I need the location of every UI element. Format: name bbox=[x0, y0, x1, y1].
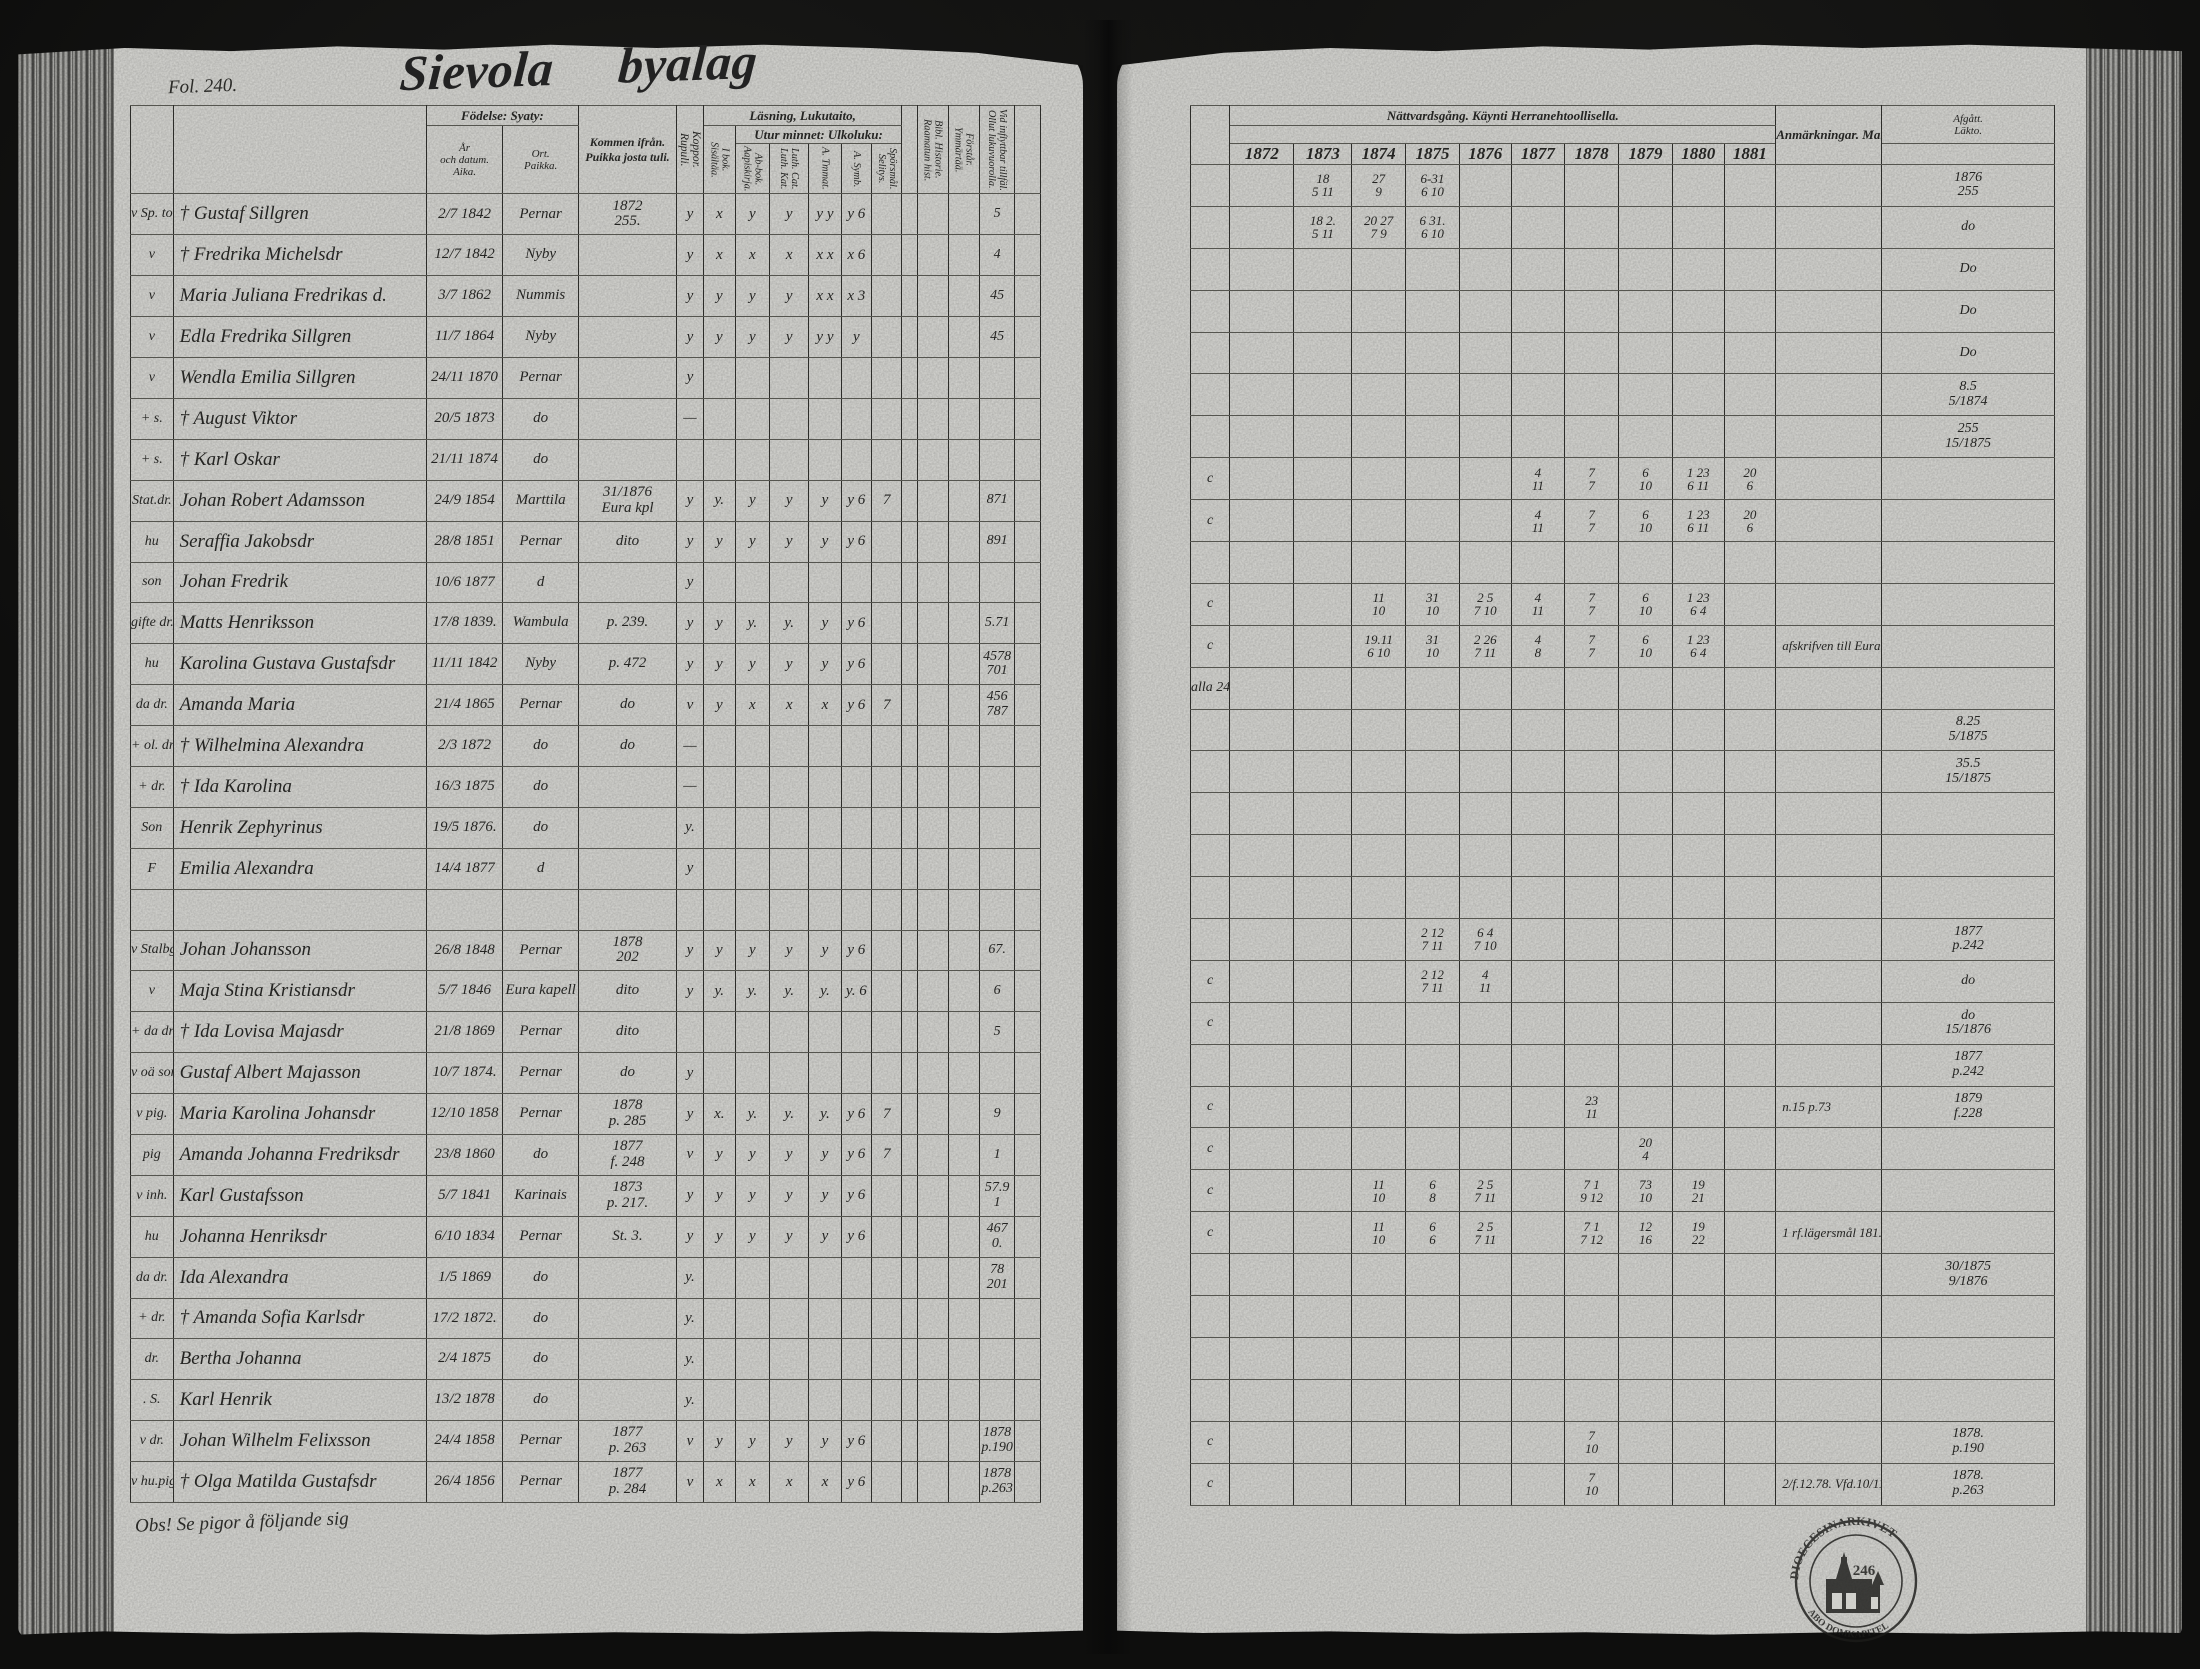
svg-text:246: 246 bbox=[1853, 1563, 1876, 1579]
